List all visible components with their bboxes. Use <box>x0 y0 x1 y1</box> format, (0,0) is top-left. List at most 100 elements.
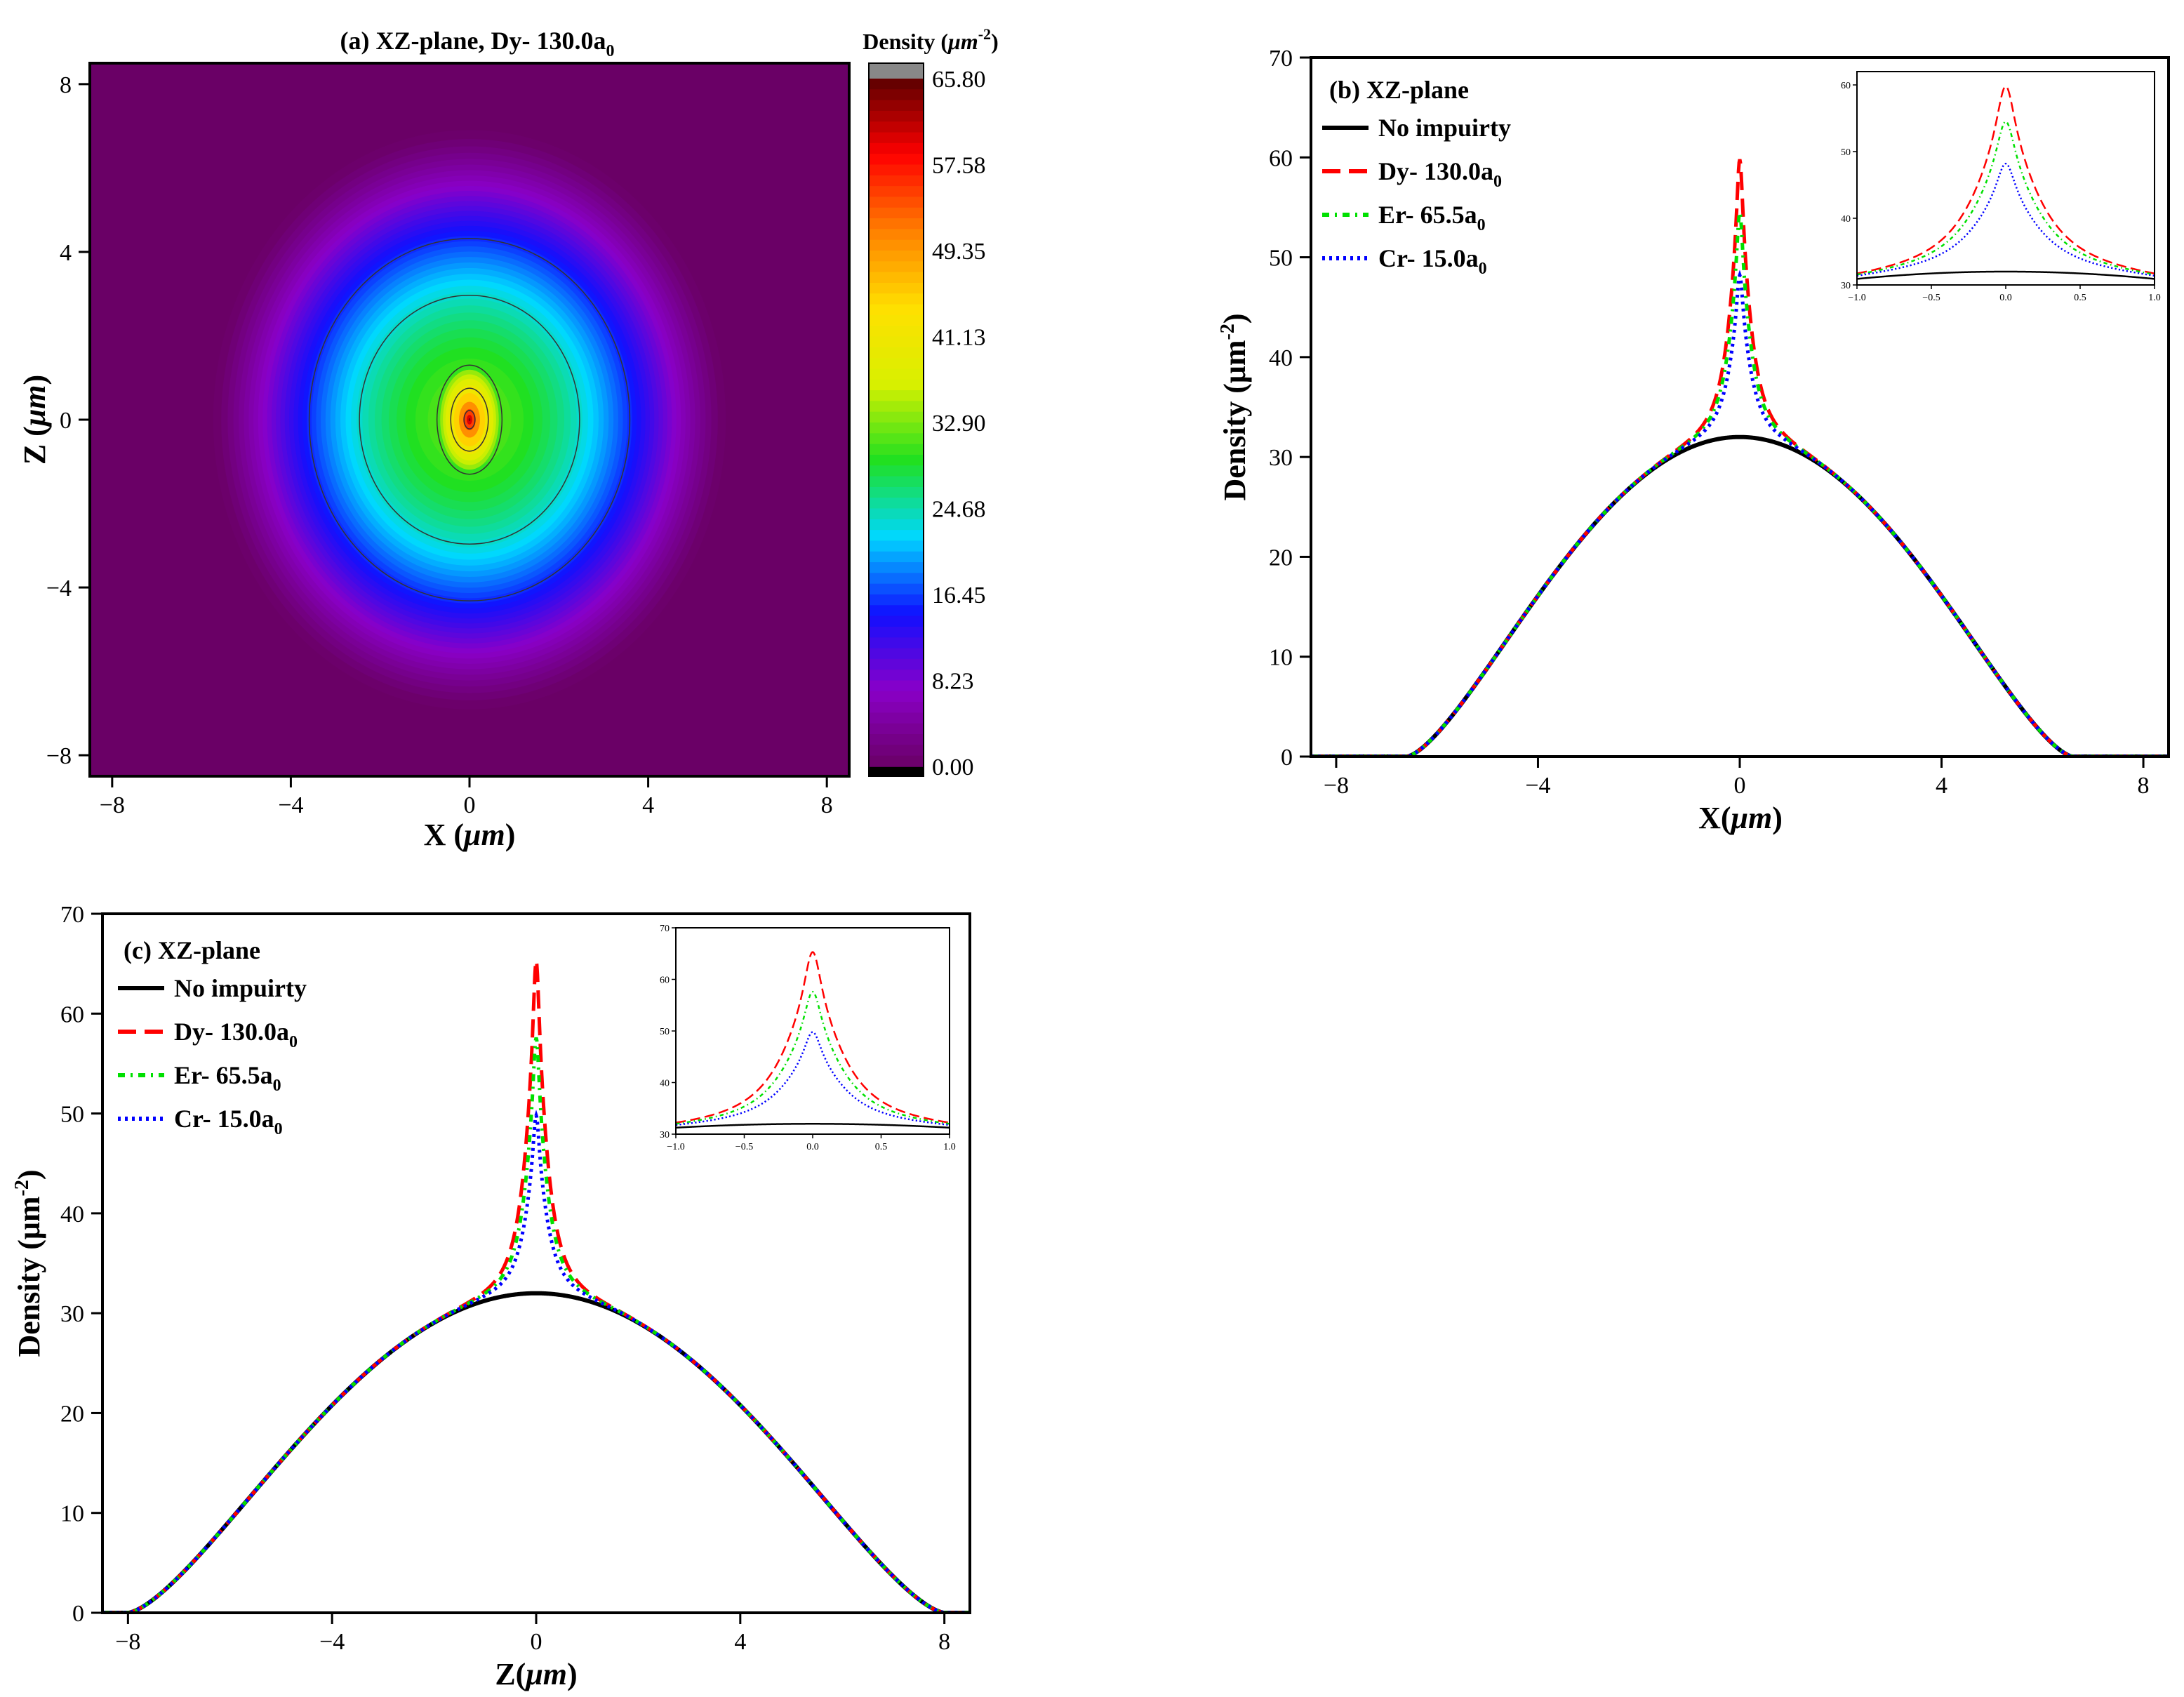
colorbar-segment <box>869 186 924 198</box>
y-tick-label: −4 <box>46 575 72 601</box>
panel-b-inset-ticks: −1.0 −0.5 0.0 0.5 1.0 30 40 50 60 <box>1841 81 2161 303</box>
colorbar-segment <box>869 551 924 563</box>
colorbar-segment <box>869 486 924 498</box>
y-tick-label: 50 <box>60 1102 84 1128</box>
panel-c-y-axis-label: Density (μm-2) <box>11 1169 46 1357</box>
colorbar-segment <box>869 723 924 735</box>
colorbar-segment <box>869 100 924 112</box>
heatmap-contour <box>436 364 503 475</box>
colorbar-segment <box>869 712 924 724</box>
panel-c-inset-series <box>676 951 950 1129</box>
y-tick-label: 60 <box>1269 145 1293 171</box>
legend-label: No impuirty <box>1378 114 1511 142</box>
y-tick-label: 50 <box>1269 246 1293 272</box>
panel-a-x-axis-label: X (μm) <box>424 818 516 852</box>
y-tick-label: 8 <box>60 72 72 98</box>
series-line <box>102 1110 970 1613</box>
y-tick-label: −8 <box>46 743 72 769</box>
x-tick-label: 8 <box>821 792 833 818</box>
colorbar-segment <box>869 175 924 187</box>
legend-label: Cr- 15.0a0 <box>174 1105 283 1138</box>
panel-c-legend: No impuirty Dy- 130.0a0 Er- 65.5a0 Cr- 15.0… <box>118 974 307 1138</box>
inset-x-tick-label: 0.0 <box>1999 293 2012 303</box>
series-line <box>102 1037 970 1613</box>
colorbar-segment <box>869 454 924 467</box>
panel-c-x-ticks: −8 −4 0 4 8 <box>115 1613 950 1655</box>
heatmap-contour <box>463 410 476 430</box>
colorbar-segment <box>869 293 924 305</box>
colorbar-segment <box>869 594 924 606</box>
inset-series-line <box>1857 120 2155 276</box>
inset-y-tick-label: 50 <box>660 1027 670 1037</box>
colorbar-frame <box>868 62 924 777</box>
colorbar-segment <box>869 368 924 380</box>
colorbar-tick-label: 16.45 <box>932 583 986 608</box>
colorbar-tick-label: 57.58 <box>932 153 986 179</box>
inset-x-tick-label: 1.0 <box>2148 293 2161 303</box>
colorbar-segment <box>869 433 924 445</box>
colorbar-segment <box>869 734 924 746</box>
inset-y-tick-label: 40 <box>1841 214 1851 225</box>
colorbar-segment <box>869 154 924 166</box>
y-tick-label: 20 <box>60 1401 84 1427</box>
inset-y-tick-label: 60 <box>660 976 670 986</box>
colorbar-tick-label: 0.00 <box>932 754 974 780</box>
inset-y-tick-label: 30 <box>1841 281 1851 291</box>
inset-x-tick-label: 0.5 <box>2074 293 2086 303</box>
colorbar-segment <box>869 207 924 219</box>
legend-label: Dy- 130.0a0 <box>174 1018 298 1051</box>
colorbar-tick-label: 8.23 <box>932 669 974 695</box>
y-tick-label: 30 <box>60 1301 84 1327</box>
colorbar-segment <box>869 379 924 391</box>
colorbar-segment <box>869 583 924 595</box>
inset-x-tick-label: −0.5 <box>1922 293 1940 303</box>
panel-c-inset-ticks: −1.0 −0.5 0.0 0.5 1.0 30 40 50 60 70 <box>660 924 956 1152</box>
inset-series-line <box>676 951 950 1124</box>
heatmap-contour <box>359 294 580 545</box>
colorbar-segment <box>869 358 924 370</box>
inset-y-tick-label: 50 <box>1841 147 1851 158</box>
colorbar-segment <box>869 745 924 757</box>
y-tick-label: 70 <box>60 902 84 928</box>
colorbar-ticks: 65.80 57.58 49.35 41.13 32.90 24.68 16.45 8.23 0… <box>932 67 986 780</box>
x-tick-label: 8 <box>938 1629 950 1655</box>
inset-series-line <box>676 990 950 1125</box>
y-tick-label: 0 <box>60 408 72 434</box>
panel-a-title: (a) XZ-plane, Dy- 130.0a0 <box>340 27 615 60</box>
colorbar-segment <box>869 658 924 670</box>
colorbar-tick-label: 41.13 <box>932 325 986 351</box>
panel-b-legend: No impuirty Dy- 130.0a0 Er- 65.5a0 Cr- 15.0… <box>1322 114 1511 278</box>
colorbar-segment <box>869 465 924 477</box>
x-tick-label: 4 <box>734 1629 746 1655</box>
colorbar-segment <box>869 422 924 434</box>
y-tick-label: 4 <box>60 240 72 266</box>
colorbar-segment <box>869 261 924 273</box>
x-tick-label: −4 <box>278 792 303 818</box>
panel-a-y-ticks: 8 4 0 −4 −8 <box>46 72 90 769</box>
inset-y-tick-label: 40 <box>660 1079 670 1089</box>
x-tick-label: 4 <box>1936 773 1947 799</box>
colorbar-segment <box>869 132 924 144</box>
legend-label: Er- 65.5a0 <box>1378 201 1486 234</box>
x-tick-label: −4 <box>1525 773 1550 799</box>
x-tick-label: 8 <box>2138 773 2150 799</box>
y-tick-label: 30 <box>1269 445 1293 471</box>
colorbar-segment <box>869 326 924 338</box>
colorbar-segment <box>869 304 924 316</box>
colorbar-segment <box>869 229 924 241</box>
y-tick-label: 10 <box>60 1501 84 1527</box>
inset-x-tick-label: −1.0 <box>667 1142 684 1152</box>
x-tick-label: 4 <box>642 792 654 818</box>
colorbar-tick-label: 24.68 <box>932 497 986 523</box>
inset-x-tick-label: −0.5 <box>735 1142 753 1152</box>
colorbar-segment <box>869 142 924 154</box>
colorbar-segment <box>869 615 924 627</box>
colorbar-segment <box>869 347 924 359</box>
colorbar-segment <box>869 702 924 714</box>
panel-b-x-ticks: −8 −4 0 4 8 <box>1324 757 2150 799</box>
y-tick-label: 0 <box>1281 745 1293 771</box>
panel-c-inset-bg <box>676 928 950 1134</box>
colorbar-segment <box>869 498 924 510</box>
panel-b-y-ticks: 0 10 20 30 40 50 60 70 <box>1269 46 1311 771</box>
